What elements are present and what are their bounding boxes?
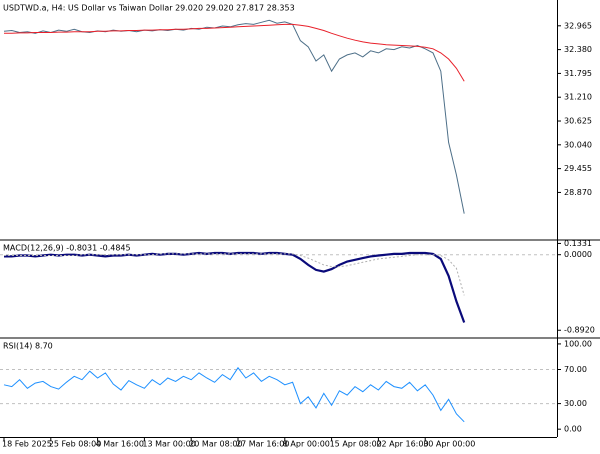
y-tick-label: 30.040: [564, 140, 592, 149]
series-line: [4, 23, 465, 82]
y-tick-label: 32.965: [564, 21, 592, 30]
series-line: [4, 251, 466, 323]
x-tick-label: 20 Mar 08:00: [189, 440, 242, 449]
y-tick-label: 70.00: [564, 365, 587, 374]
series-line: [4, 253, 465, 296]
x-tick-label: 22 Apr 16:00: [376, 440, 428, 449]
y-tick-label: 0.1331: [564, 239, 592, 248]
y-tick-label: 31.210: [564, 93, 592, 102]
x-tick-label: 15 Apr 08:00: [330, 440, 382, 449]
y-tick-label: 0.00: [564, 425, 582, 434]
y-tick-label: 32.380: [564, 45, 592, 54]
series-line: [3, 366, 465, 423]
y-tick-label: 30.00: [564, 399, 587, 408]
x-tick-label: 4 Mar 16:00: [96, 440, 144, 449]
x-tick-label: 13 Mar 00:00: [142, 440, 195, 449]
y-tick-label: 31.795: [564, 69, 592, 78]
y-tick-label: 100.00: [564, 339, 592, 348]
x-tick-label: 25 Feb 08:00: [49, 440, 101, 449]
y-tick-label: -0.8920: [564, 326, 595, 335]
panel-title: USDTWD.a, H4: US Dollar vs Taiwan Dollar…: [3, 4, 295, 13]
panel-title: RSI(14) 8.70: [3, 342, 53, 351]
panel-title: MACD(12,26,9) -0.8031 -0.4845: [3, 244, 131, 253]
x-tick-label: 8 Apr 00:00: [283, 440, 330, 449]
x-tick-label: 18 Feb 2025: [2, 440, 52, 449]
x-tick-label: 30 Apr 00:00: [423, 440, 475, 449]
y-tick-label: 28.870: [564, 188, 592, 197]
y-tick-label: 29.455: [564, 164, 592, 173]
x-tick-label: 27 Mar 16:00: [236, 440, 289, 449]
y-tick-label: 30.625: [564, 117, 592, 126]
y-tick-label: 0.0000: [564, 250, 592, 259]
